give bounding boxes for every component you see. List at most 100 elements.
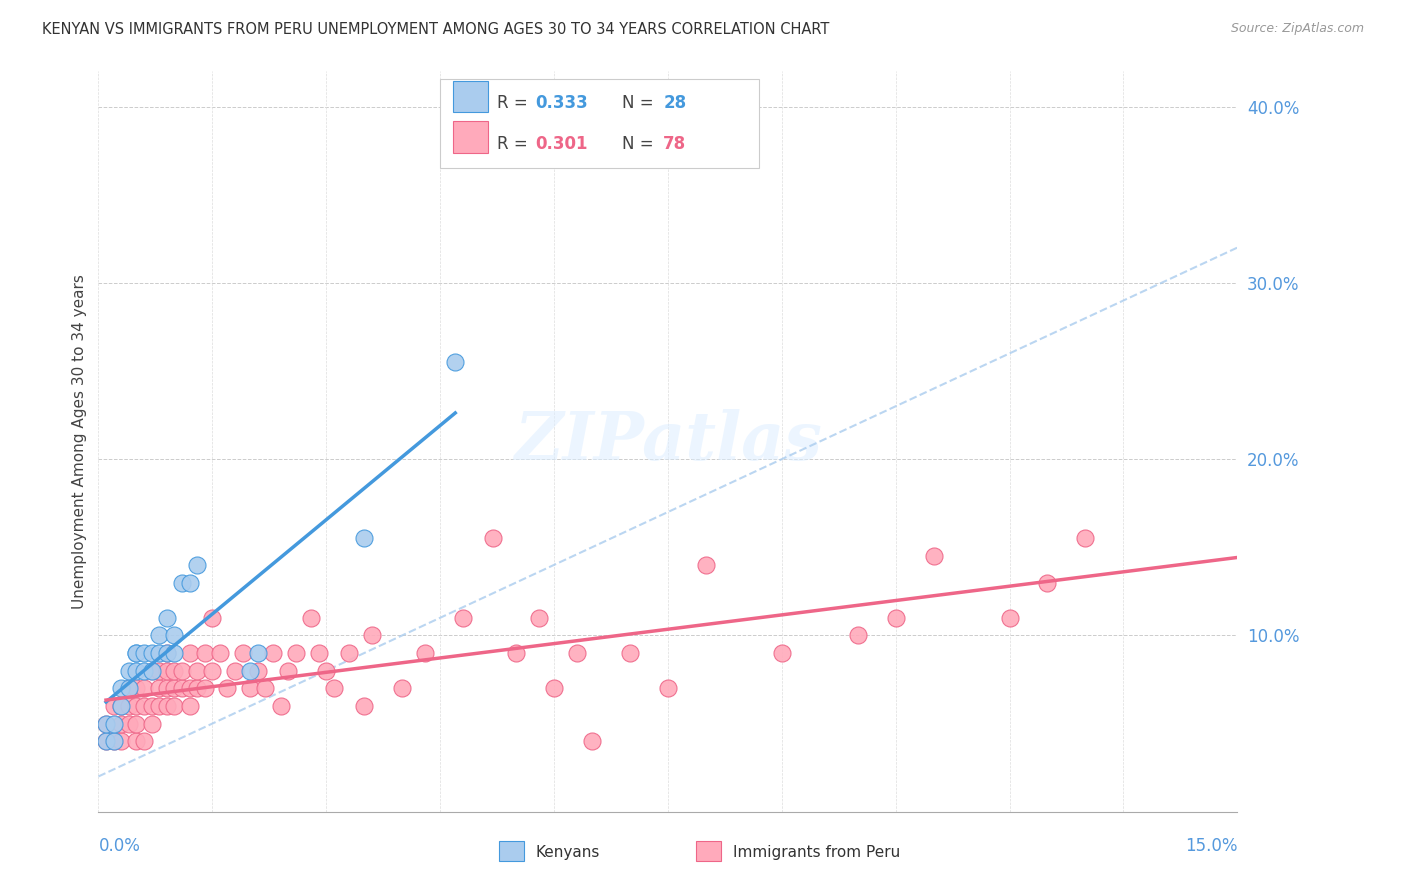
Point — [337, 646, 360, 660]
Point — [217, 681, 239, 696]
Point — [148, 646, 170, 660]
Point — [186, 558, 208, 572]
Point — [110, 734, 132, 748]
Point — [125, 734, 148, 748]
Text: ZIPatlas: ZIPatlas — [515, 409, 821, 474]
Point — [163, 646, 186, 660]
Point — [132, 664, 155, 678]
Point — [118, 698, 141, 713]
Point — [179, 575, 201, 590]
Point — [110, 698, 132, 713]
Point — [170, 664, 193, 678]
Point — [277, 664, 299, 678]
Point — [141, 716, 163, 731]
Point — [179, 698, 201, 713]
Point — [186, 681, 208, 696]
Point — [94, 716, 117, 731]
Point — [148, 681, 170, 696]
Point — [163, 664, 186, 678]
Point — [224, 664, 246, 678]
Point — [118, 716, 141, 731]
Point — [170, 681, 193, 696]
Point — [148, 664, 170, 678]
Point — [239, 664, 262, 678]
Point — [565, 646, 588, 660]
Point — [201, 664, 224, 678]
Text: 28: 28 — [664, 94, 686, 112]
Point — [353, 532, 375, 546]
Point — [505, 646, 527, 660]
Point — [1074, 532, 1097, 546]
Point — [884, 611, 907, 625]
Point — [156, 646, 179, 660]
Point — [132, 646, 155, 660]
Point — [110, 698, 132, 713]
Text: N =: N = — [621, 135, 659, 153]
Point — [239, 681, 262, 696]
Point — [132, 681, 155, 696]
Point — [141, 664, 163, 678]
Point — [391, 681, 413, 696]
Point — [922, 549, 945, 563]
Point — [163, 628, 186, 642]
Point — [299, 611, 322, 625]
Point — [141, 698, 163, 713]
Text: Immigrants from Peru: Immigrants from Peru — [733, 846, 900, 861]
Point — [141, 664, 163, 678]
Point — [125, 664, 148, 678]
Text: 78: 78 — [664, 135, 686, 153]
Point — [156, 664, 179, 678]
Point — [179, 681, 201, 696]
Point — [163, 681, 186, 696]
Point — [444, 355, 467, 369]
Point — [308, 646, 330, 660]
Text: KENYAN VS IMMIGRANTS FROM PERU UNEMPLOYMENT AMONG AGES 30 TO 34 YEARS CORRELATIO: KENYAN VS IMMIGRANTS FROM PERU UNEMPLOYM… — [42, 22, 830, 37]
Text: 0.333: 0.333 — [536, 94, 589, 112]
Point — [118, 664, 141, 678]
Point — [125, 646, 148, 660]
Point — [998, 611, 1021, 625]
Point — [846, 628, 869, 642]
Point — [270, 698, 292, 713]
Point — [201, 611, 224, 625]
Point — [148, 628, 170, 642]
Point — [543, 681, 565, 696]
Point — [141, 646, 163, 660]
Point — [132, 698, 155, 713]
Point — [118, 681, 141, 696]
Point — [94, 716, 117, 731]
Point — [125, 646, 148, 660]
Y-axis label: Unemployment Among Ages 30 to 34 years: Unemployment Among Ages 30 to 34 years — [72, 274, 87, 609]
Point — [581, 734, 603, 748]
Text: 0.0%: 0.0% — [98, 837, 141, 855]
Point — [118, 681, 141, 696]
Point — [103, 716, 125, 731]
Point — [163, 698, 186, 713]
Point — [110, 716, 132, 731]
Text: 0.301: 0.301 — [536, 135, 588, 153]
Point — [208, 646, 231, 660]
Point — [527, 611, 550, 625]
Point — [186, 664, 208, 678]
Point — [94, 734, 117, 748]
Point — [110, 681, 132, 696]
Point — [156, 646, 179, 660]
Text: R =: R = — [498, 94, 533, 112]
Point — [125, 681, 148, 696]
Text: Source: ZipAtlas.com: Source: ZipAtlas.com — [1230, 22, 1364, 36]
Point — [103, 698, 125, 713]
Point — [148, 698, 170, 713]
Point — [353, 698, 375, 713]
Point — [125, 698, 148, 713]
Point — [284, 646, 307, 660]
Point — [132, 734, 155, 748]
Point — [194, 681, 217, 696]
Point — [232, 646, 254, 660]
Text: R =: R = — [498, 135, 533, 153]
Point — [482, 532, 505, 546]
Point — [246, 664, 269, 678]
Point — [156, 611, 179, 625]
Point — [246, 646, 269, 660]
Point — [413, 646, 436, 660]
Point — [315, 664, 337, 678]
